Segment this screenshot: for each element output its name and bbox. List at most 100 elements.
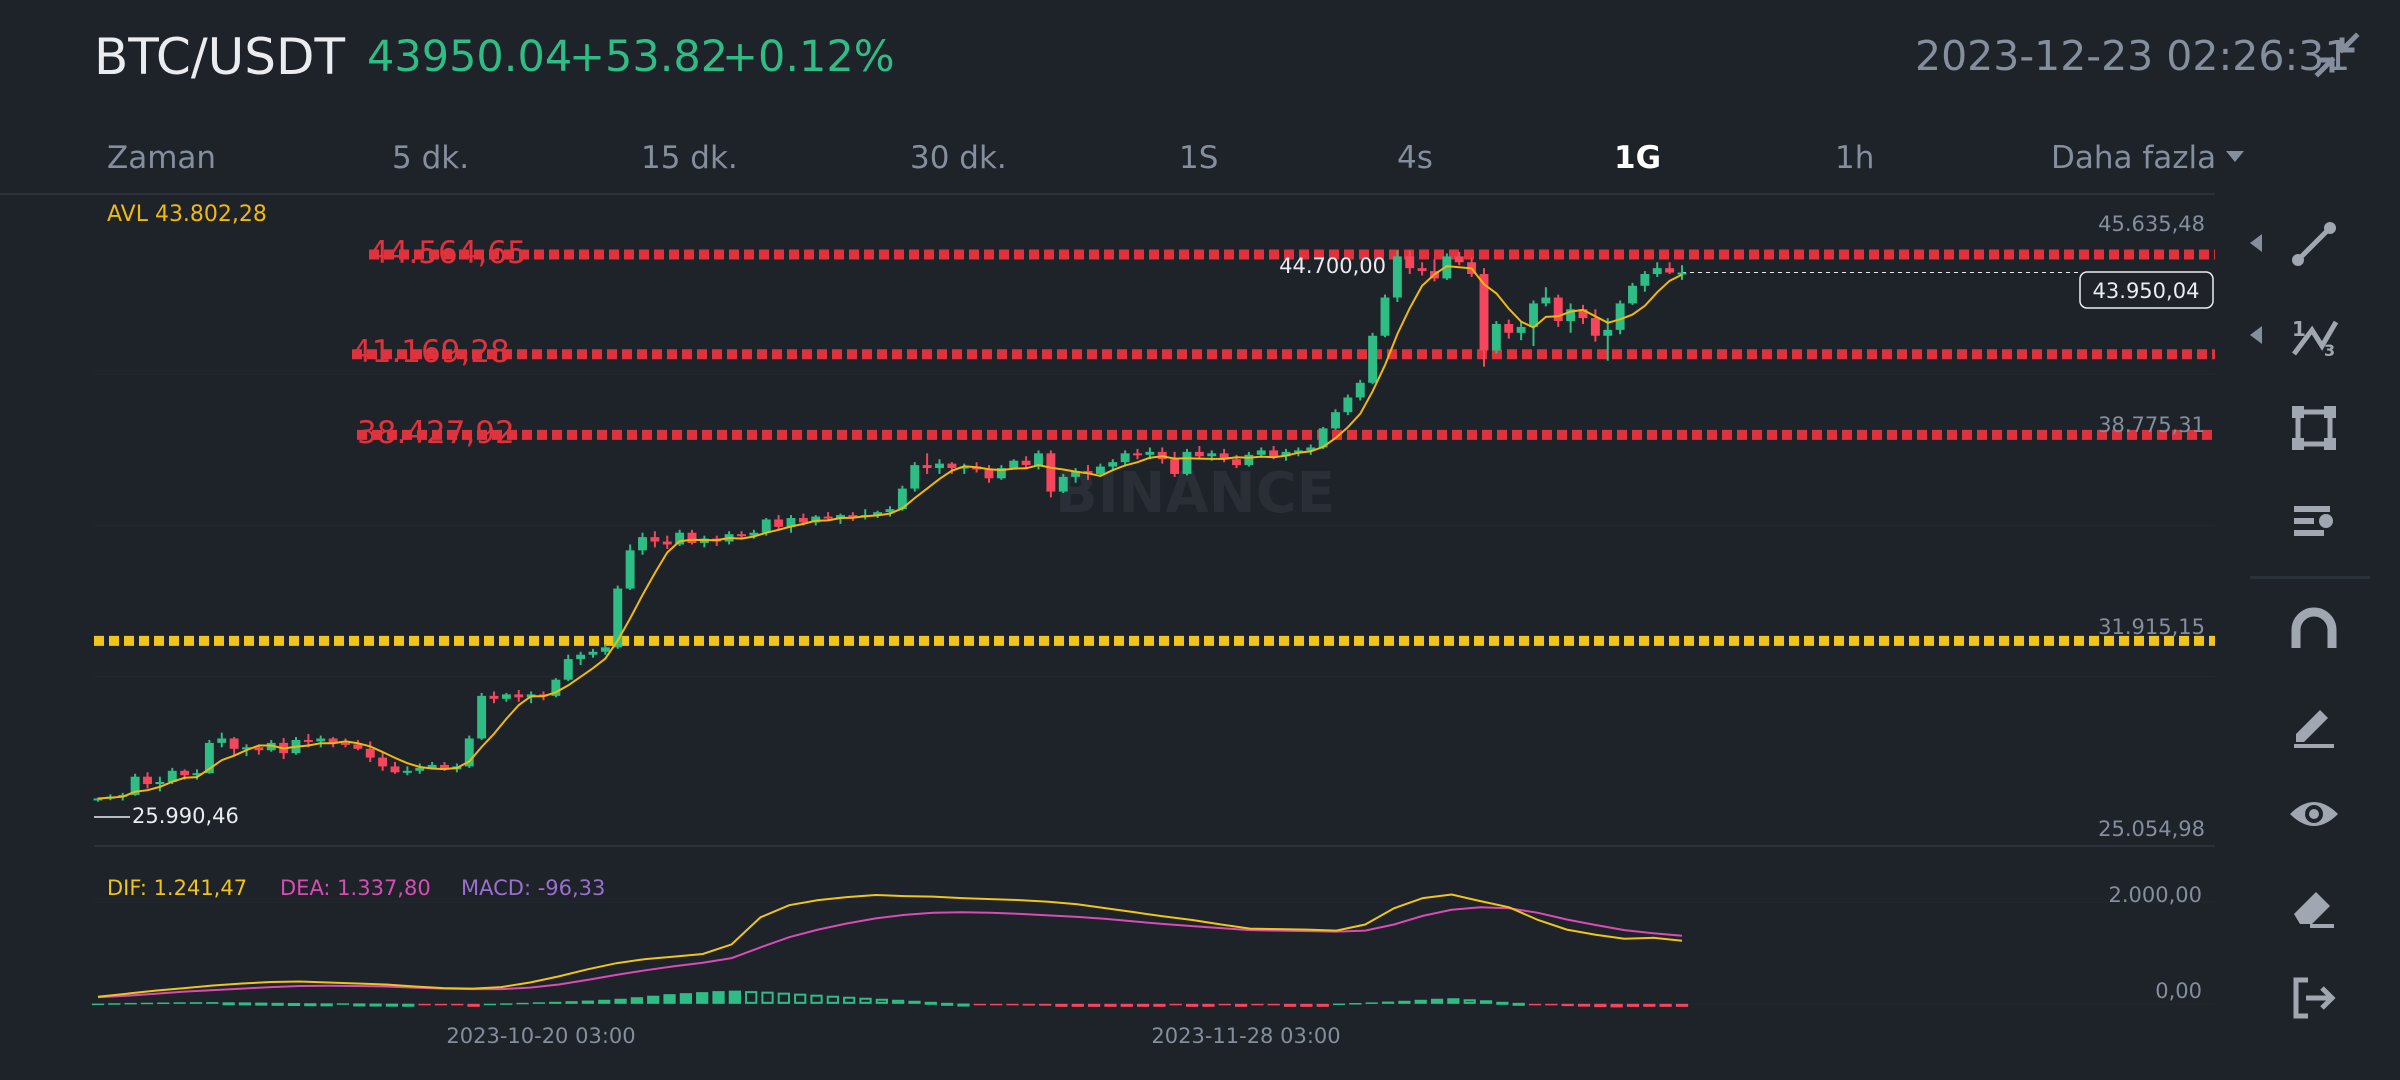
high-label: 44.700,00	[1279, 254, 1386, 278]
candle-body	[1628, 285, 1637, 304]
tab-1d[interactable]: 1G	[1614, 140, 1662, 176]
candle-body	[811, 516, 821, 523]
level-label: 44.564,65	[369, 235, 527, 271]
macd-histogram-bar	[238, 1002, 252, 1006]
magnet-icon[interactable]	[2286, 602, 2342, 658]
candle-body	[823, 516, 833, 519]
candle-body	[1034, 453, 1043, 466]
indicators-icon[interactable]	[2286, 492, 2342, 548]
candle-body	[192, 773, 202, 776]
macd-histogram-bar	[924, 1001, 937, 1005]
macd-histogram-bar	[1071, 1003, 1084, 1007]
candle-body	[1491, 323, 1501, 351]
macd-histogram-bar	[532, 1002, 546, 1004]
macd-histogram-bar	[1414, 999, 1427, 1004]
candle-body	[167, 770, 177, 782]
expand-caret-icon[interactable]	[2250, 326, 2262, 344]
candle-body	[922, 465, 932, 469]
candle-body	[440, 764, 449, 770]
candle-body	[1442, 256, 1452, 279]
candle-body	[873, 512, 883, 516]
macd-histogram-bar	[1545, 1003, 1558, 1006]
macd-histogram-bar	[385, 1003, 399, 1007]
candle-body	[1331, 412, 1340, 429]
macd-histogram-bar	[990, 1003, 1003, 1006]
tab-1w[interactable]: 1h	[1835, 140, 1875, 176]
candle-body	[93, 798, 103, 801]
candle-body	[1566, 309, 1576, 322]
macd-histogram-bar	[1202, 1003, 1215, 1007]
level-label: 41.169,28	[352, 334, 510, 370]
candle-body	[638, 537, 647, 551]
candle-body	[1281, 451, 1291, 457]
candle-body	[1504, 323, 1514, 333]
tab-1h[interactable]: 1S	[1179, 140, 1219, 176]
candle-body	[1009, 460, 1019, 469]
macd-histogram-bar	[859, 997, 872, 1004]
shape-rect-icon[interactable]	[2286, 400, 2342, 456]
x-tick-label: 2023-10-20 03:00	[446, 1024, 635, 1048]
candle-body	[910, 465, 920, 489]
tab-30m[interactable]: 30 dk.	[910, 140, 1007, 176]
candle-body	[1590, 318, 1600, 336]
candle-body	[675, 532, 685, 545]
candle-body	[353, 744, 363, 749]
tab-15m[interactable]: 15 dk.	[641, 140, 738, 176]
candle-body	[489, 695, 499, 699]
candle-body	[749, 532, 759, 536]
candle-body	[1603, 329, 1613, 336]
macd-histogram-bar	[353, 1003, 366, 1007]
macd-histogram-bar	[516, 1002, 529, 1005]
candle-body	[625, 550, 635, 589]
macd-histogram-bar	[1643, 1003, 1656, 1007]
candle-body	[588, 651, 598, 655]
tab-zaman[interactable]: Zaman	[107, 140, 217, 176]
exit-icon[interactable]	[2286, 970, 2342, 1026]
axis-label: 31.915,15	[2098, 615, 2205, 639]
macd-histogram-bar	[304, 1003, 317, 1007]
candle-body	[1306, 447, 1316, 451]
candle-body	[328, 738, 338, 743]
price-chart[interactable]: BINANCE AVL 43.802,28 45.635,48 38.775,3…	[0, 0, 2240, 1060]
more-intervals-dropdown[interactable]: Daha fazla	[2051, 140, 2245, 176]
macd-histogram-bar	[1169, 1003, 1182, 1006]
candle-body	[1120, 453, 1130, 463]
candle-body	[1269, 450, 1279, 457]
macd-histogram-bar	[777, 992, 790, 1004]
macd-histogram-bar	[1675, 1003, 1689, 1007]
ma-line	[97, 265, 1683, 800]
macd-histogram-bar	[1430, 998, 1444, 1004]
macd-histogram-bar	[91, 1003, 105, 1006]
candle-body	[155, 781, 165, 785]
dea-label: DEA: 1.337,80	[280, 876, 431, 900]
macd-histogram-bar	[908, 1000, 921, 1004]
divider	[0, 193, 2215, 195]
macd-histogram-bar	[369, 1003, 382, 1007]
macd-histogram-bar	[614, 998, 627, 1004]
interval-tabs: Zaman 5 dk. 15 dk. 30 dk. 1S 4s 1G 1h Da…	[0, 130, 2245, 190]
macd-histogram-bar	[712, 991, 725, 1004]
macd-histogram-bar	[451, 1003, 464, 1006]
trend-line-icon[interactable]	[2286, 216, 2342, 272]
tab-5m[interactable]: 5 dk.	[392, 140, 470, 176]
macd-histogram-bar	[1447, 998, 1460, 1004]
candle-body	[1380, 297, 1390, 336]
expand-caret-icon[interactable]	[2250, 234, 2262, 252]
tab-4h[interactable]: 4s	[1397, 140, 1433, 176]
candle-body	[1095, 466, 1105, 474]
eraser-icon[interactable]	[2286, 878, 2342, 934]
candle-body	[1207, 453, 1217, 457]
macd-histogram-bar	[1039, 1003, 1052, 1006]
collapse-icon[interactable]	[2312, 30, 2362, 80]
candle-body	[662, 541, 672, 545]
eye-icon[interactable]	[2286, 786, 2342, 842]
timestamp: 2023-12-23 02:26:31	[1915, 32, 2351, 80]
macd-histogram-bar	[108, 1003, 121, 1005]
macd-label: MACD: -96,33	[461, 876, 605, 900]
low-label: 25.990,46	[132, 804, 239, 828]
candle-body	[1417, 268, 1427, 272]
candle-body	[1516, 326, 1526, 333]
pencil-icon[interactable]	[2286, 694, 2342, 750]
macd-histogram-bar	[1496, 1001, 1509, 1005]
